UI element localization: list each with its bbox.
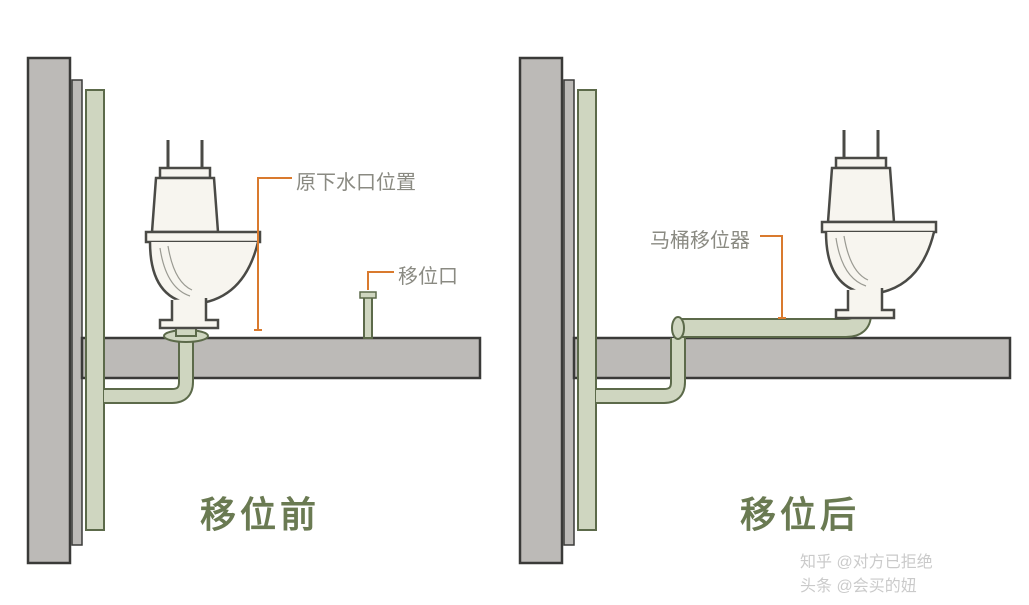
relocate-stub-cap [360,292,376,298]
panel-after: 马桶移位器 移位后 [510,0,1029,605]
toilet-before [146,140,260,328]
label-offset-device: 马桶移位器 [650,224,750,253]
toilet-after [822,130,936,318]
relocate-stub [364,296,372,338]
watermark-toutiao: 头条 @会买的妞 [800,572,917,596]
pointer-relocate-hole [368,272,394,290]
wall-vertical [28,58,70,563]
label-relocate-hole: 移位口 [398,260,458,289]
offset-device-endcap [672,317,684,339]
floor-slab [574,338,1010,378]
floor-slab [82,338,480,378]
label-original-drain: 原下水口位置 [296,166,416,195]
wall-vertical [520,58,562,563]
pointer-offset-device [760,236,782,318]
caption-before: 移位前 [200,486,320,538]
drain-pipe-main [86,90,104,530]
caption-after: 移位后 [740,486,860,538]
pointer-original-drain [258,178,292,330]
drain-pipe-main [578,90,596,530]
watermark-zhihu: 知乎 @对方已拒绝 [800,548,933,572]
wall-vertical-inner [564,80,574,545]
wall-vertical-inner [72,80,82,545]
offset-device-pipe-fill [678,300,862,328]
panel-before: 原下水口位置 移位口 移位前 [0,0,500,605]
